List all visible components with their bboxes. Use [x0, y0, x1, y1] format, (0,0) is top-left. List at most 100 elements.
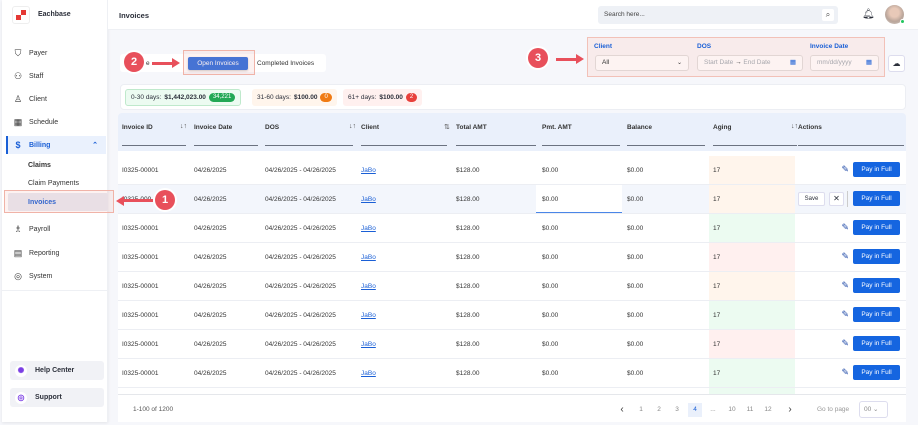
column-filter-line [798, 145, 904, 146]
aging: 17 [713, 167, 721, 174]
aging-cell-bg [709, 243, 795, 271]
client-link[interactable]: JaBo [361, 312, 376, 319]
client-link[interactable]: JaBo [361, 341, 376, 348]
sidebar-item-staff[interactable]: ⚇ Staff [8, 67, 108, 85]
top-bar: Invoices Search here... ⌕ 🔔︎ [108, 0, 918, 30]
sort-icon[interactable]: ↓↑ [349, 123, 356, 130]
start-date-placeholder: Start Date [704, 59, 734, 66]
invoice-date-input[interactable]: mm/dd/yyyy ▦ [810, 55, 879, 71]
edit-icon[interactable]: ✎ [841, 367, 849, 377]
prev-page-icon[interactable]: ‹ [620, 404, 624, 415]
sidebar-item-client[interactable]: ♙ Client [8, 90, 108, 108]
filters-panel: Client All ⌄ DOS Start Date → End Date ▦ I… [587, 37, 885, 77]
page-11[interactable]: 11 [746, 406, 754, 413]
support-label: Support [35, 394, 62, 401]
goto-page-select[interactable]: 00 ⌄ [859, 401, 888, 418]
client-link[interactable]: JaBo [361, 196, 376, 203]
pay-in-full-button[interactable]: Pay in Full [853, 249, 900, 264]
calendar-icon: ▦ [13, 117, 23, 127]
search-input[interactable]: Search here... ⌕ [598, 6, 838, 24]
dos: 04/26/2025 - 04/26/2025 [265, 254, 336, 261]
column-header-dos[interactable]: DOS [265, 124, 280, 131]
aging-cell-bg [709, 156, 795, 184]
page-1[interactable]: 1 [639, 406, 643, 413]
save-button[interactable]: Save [798, 192, 825, 206]
edit-icon[interactable]: ✎ [841, 164, 849, 174]
page-12[interactable]: 12 [764, 406, 772, 413]
column-header-actions[interactable]: Actions [798, 124, 822, 131]
avatar[interactable] [885, 5, 905, 24]
annotation-arrow [576, 54, 584, 64]
sort-icon[interactable]: ↓↑ [791, 123, 798, 130]
payroll-icon: ♗ [13, 224, 23, 234]
help-center-button[interactable]: ✺ Help Center [10, 361, 104, 380]
client-value: All [602, 59, 610, 66]
column-header-balance[interactable]: Balance [627, 124, 652, 131]
client-link[interactable]: JaBo [361, 283, 376, 290]
next-page-icon[interactable]: › [788, 404, 792, 415]
tab-open-invoices[interactable]: Open Invoices [188, 57, 248, 70]
summary-amount: $1,442,023.00 [164, 94, 206, 101]
tab-partial[interactable]: e [146, 60, 150, 67]
cloud-download-icon[interactable]: ☁ [888, 55, 905, 72]
pay-in-full-button[interactable]: Pay in Full [853, 220, 900, 235]
sidebar-item-payroll[interactable]: ♗ Payroll [8, 220, 108, 238]
tab-completed-invoices[interactable]: Completed Invoices [257, 60, 315, 67]
sort-icon[interactable]: ⇅ [444, 124, 450, 131]
pay-in-full-button[interactable]: Pay in Full [853, 162, 900, 177]
column-header-invoice-date[interactable]: Invoice Date [194, 124, 233, 131]
divider [847, 191, 848, 207]
sidebar-item-schedule[interactable]: ▦ Schedule [8, 113, 108, 131]
edit-icon[interactable]: ✎ [841, 251, 849, 261]
bell-icon[interactable]: 🔔︎ [862, 9, 875, 20]
calendar-icon[interactable]: ▦ [789, 59, 796, 66]
column-header-aging[interactable]: Aging [713, 124, 732, 131]
column-header-client[interactable]: Client [361, 124, 380, 131]
pay-in-full-button[interactable]: Pay in Full [853, 336, 900, 351]
summary-label: 0-30 days: [131, 94, 162, 101]
pay-in-full-button[interactable]: Pay in Full [853, 278, 900, 293]
sidebar-item-label: Schedule [29, 118, 59, 126]
sort-icon[interactable]: ↓↑ [180, 123, 187, 130]
edit-icon[interactable]: ✎ [841, 222, 849, 232]
pmt-amt[interactable]: $0.00 [542, 196, 559, 203]
page-2[interactable]: 2 [657, 406, 661, 413]
column-header-pmt-amt[interactable]: Pmt. AMT [542, 124, 572, 131]
balance: $0.00 [627, 341, 644, 348]
sidebar-item-label: Client [29, 95, 47, 103]
sidebar-sub-claims[interactable]: Claims [28, 162, 51, 169]
calendar-icon[interactable]: ▦ [865, 59, 872, 66]
page-10[interactable]: 10 [728, 406, 736, 413]
edit-icon[interactable]: ✎ [841, 280, 849, 290]
sidebar-sub-claim-payments[interactable]: Claim Payments [28, 180, 79, 187]
client-select[interactable]: All ⌄ [595, 55, 689, 71]
sidebar-item-billing[interactable]: $ Billing ⌃ [6, 136, 106, 154]
invoice-date-placeholder: mm/dd/yyyy [817, 59, 852, 66]
sidebar-item-system[interactable]: ◎ System [8, 267, 108, 285]
edit-icon[interactable]: ✎ [841, 309, 849, 319]
pay-in-full-button[interactable]: Pay in Full [853, 307, 900, 322]
close-icon[interactable]: ✕ [829, 192, 844, 206]
search-icon[interactable]: ⌕ [822, 9, 834, 21]
client-link[interactable]: JaBo [361, 167, 376, 174]
support-button[interactable]: ◎ Support [10, 388, 104, 407]
page-4[interactable]: 4 [688, 403, 702, 417]
column-header-total-amt[interactable]: Total AMT [456, 124, 487, 131]
sidebar-item-label: System [29, 272, 53, 280]
pmt-amt: $0.00 [542, 312, 559, 319]
client-link[interactable]: JaBo [361, 254, 376, 261]
column-header-invoice-id[interactable]: Invoice ID [122, 124, 153, 131]
sidebar-sub-invoices[interactable]: Invoices [28, 199, 57, 206]
client-link[interactable]: JaBo [361, 370, 376, 377]
balance: $0.00 [627, 312, 644, 319]
page-3[interactable]: 3 [675, 406, 679, 413]
client-link[interactable]: JaBo [361, 225, 376, 232]
pmt-amt-input[interactable] [536, 185, 622, 213]
sidebar-item-reporting[interactable]: ▤ Reporting [8, 244, 108, 262]
pay-in-full-button[interactable]: Pay in Full [853, 191, 900, 206]
edit-icon[interactable]: ✎ [841, 338, 849, 348]
pay-in-full-button[interactable]: Pay in Full [853, 365, 900, 380]
sidebar-item-payer[interactable]: ⛉ Payer [8, 44, 108, 62]
table-row: I0325-000 04/26/2025 04/26/2025 - 04/26/… [118, 185, 906, 214]
dos-range-input[interactable]: Start Date → End Date ▦ [697, 55, 803, 71]
